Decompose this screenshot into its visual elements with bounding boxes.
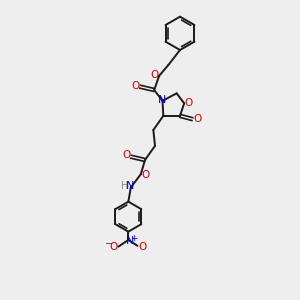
Text: N: N [158,95,167,105]
Text: N: N [126,181,134,191]
Text: N: N [126,236,134,246]
Text: O: O [109,242,118,253]
Text: −: − [105,239,113,249]
Text: O: O [138,242,146,252]
Text: O: O [122,150,130,160]
Text: H: H [121,181,128,191]
Text: O: O [185,98,193,108]
Text: +: + [130,234,138,243]
Text: O: O [193,114,201,124]
Text: O: O [150,70,159,80]
Text: O: O [131,81,139,91]
Text: O: O [141,170,150,180]
